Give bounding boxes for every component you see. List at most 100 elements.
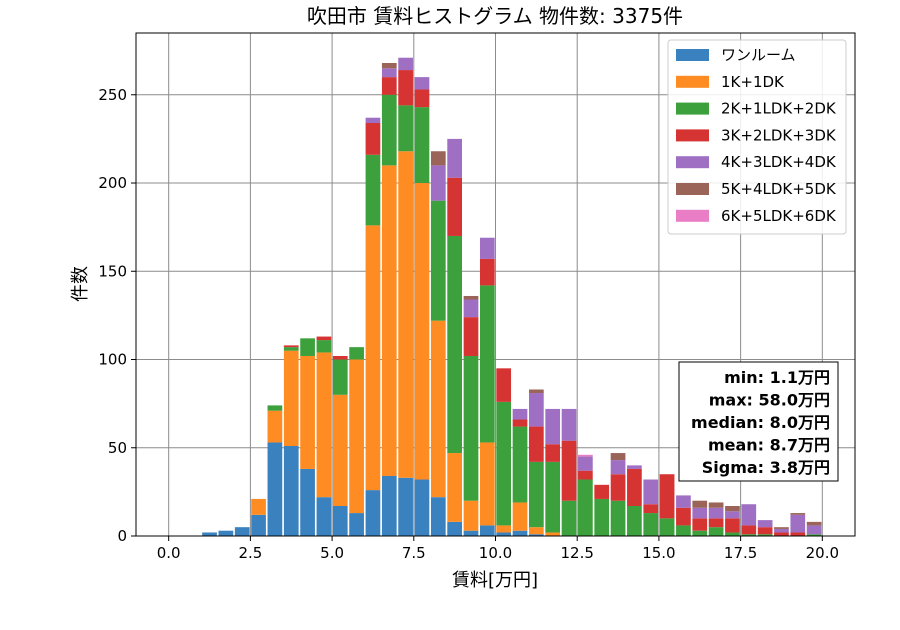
- bar-series-0-bin-15: [447, 521, 462, 536]
- bar-series-0-bin-9: [349, 513, 364, 536]
- bar-series-1-bin-13: [414, 183, 430, 480]
- bar-series-2-bin-6: [300, 338, 315, 356]
- bar-series-4-bin-30: [692, 507, 708, 519]
- bar-series-1-bin-20: [529, 527, 544, 535]
- bar-series-0-bin-19: [512, 530, 528, 536]
- bar-series-5-bin-25: [610, 453, 626, 461]
- bar-series-3-bin-23: [578, 470, 593, 480]
- bar-series-3-bin-13: [414, 89, 430, 108]
- y-tick-label: 50: [108, 439, 127, 457]
- bar-series-0-bin-7: [316, 497, 332, 536]
- bar-series-2-bin-33: [741, 534, 757, 536]
- bar-series-2-bin-12: [398, 105, 413, 152]
- bar-series-3-bin-31: [708, 518, 724, 528]
- legend-label: 6K+5LDK+6DK: [721, 207, 837, 225]
- bar-series-0-bin-0: [202, 532, 217, 536]
- bar-series-0-bin-2: [234, 527, 250, 536]
- bar-series-4-bin-25: [610, 460, 626, 475]
- bar-series-0-bin-11: [381, 475, 397, 536]
- bar-series-4-bin-20: [529, 393, 544, 427]
- bar-series-5-bin-14: [430, 151, 446, 166]
- bar-series-1-bin-16: [463, 500, 479, 531]
- bar-series-5-bin-36: [790, 513, 806, 515]
- y-axis-ticks: 0 50 100 150 200 250: [98, 86, 136, 545]
- bar-series-3-bin-18: [496, 368, 512, 402]
- bar-series-1-bin-10: [365, 225, 381, 491]
- bar-series-4-bin-23: [578, 456, 593, 471]
- x-tick-label: 17.5: [724, 544, 757, 562]
- bar-series-4-bin-29: [676, 495, 691, 508]
- bar-series-4-bin-32: [725, 511, 740, 519]
- bar-series-3-bin-27: [643, 504, 659, 514]
- bar-series-3-bin-22: [561, 440, 577, 501]
- legend-label: 1K+1DK: [721, 73, 785, 91]
- bar-series-3-bin-36: [790, 532, 806, 536]
- bar-series-3-bin-25: [610, 474, 626, 501]
- legend-swatch: [676, 102, 709, 115]
- chart-title: 吹田市 賃料ヒストグラム 物件数: 3375件: [307, 4, 683, 28]
- bar-series-0-bin-12: [398, 477, 413, 536]
- bar-series-0-bin-20: [529, 534, 544, 536]
- bar-series-3-bin-28: [659, 474, 675, 519]
- bar-series-2-bin-5: [283, 347, 299, 351]
- bar-series-1-bin-17: [479, 442, 495, 526]
- bar-series-2-bin-4: [267, 405, 283, 411]
- bar-series-5-bin-31: [708, 502, 724, 508]
- stats-box: min: 1.1万円 max: 58.0万円 median: 8.0万円 mean: …: [678, 361, 839, 482]
- bar-series-0-bin-8: [332, 506, 348, 536]
- bar-series-1-bin-7: [316, 352, 332, 498]
- bar-series-1-bin-12: [398, 151, 413, 478]
- y-tick-label: 150: [98, 262, 127, 280]
- bar-series-4-bin-21: [545, 408, 561, 445]
- bar-series-1-bin-18: [496, 525, 512, 533]
- stats-line: mean: 8.7万円: [708, 436, 830, 455]
- bar-series-5-bin-35: [774, 527, 789, 529]
- bar-series-2-bin-15: [447, 235, 462, 454]
- bar-series-3-bin-30: [692, 518, 708, 531]
- bar-series-2-bin-18: [496, 401, 512, 526]
- bar-series-3-bin-32: [725, 518, 740, 533]
- bar-series-2-bin-10: [365, 154, 381, 226]
- bar-series-0-bin-18: [496, 532, 512, 536]
- x-tick-label: 15.0: [642, 544, 675, 562]
- bar-series-4-bin-33: [741, 504, 757, 526]
- bar-series-3-bin-8: [332, 355, 348, 360]
- bar-series-3-bin-10: [365, 123, 381, 155]
- bar-series-2-bin-32: [725, 532, 740, 536]
- x-tick-label: 20.0: [806, 544, 839, 562]
- bar-series-2-bin-37: [806, 534, 822, 536]
- bar-series-3-bin-35: [774, 532, 789, 536]
- bar-series-4-bin-13: [414, 77, 430, 90]
- bar-series-2-bin-34: [757, 534, 773, 536]
- bar-series-1-bin-3: [251, 498, 266, 515]
- x-axis-label: 賃料[万円]: [452, 570, 538, 591]
- bar-series-1-bin-4: [267, 410, 283, 443]
- bar-series-2-bin-16: [463, 355, 479, 501]
- bar-series-4-bin-36: [790, 514, 806, 533]
- bar-series-5-bin-37: [806, 521, 822, 526]
- legend-frame: [667, 39, 847, 235]
- bar-series-3-bin-26: [627, 468, 642, 506]
- bar-series-2-bin-31: [708, 527, 724, 536]
- legend-label: 2K+1LDK+2DK: [721, 100, 837, 118]
- x-tick-label: 10.0: [479, 544, 512, 562]
- bar-series-2-bin-8: [332, 359, 348, 395]
- stats-box-frame: [678, 361, 839, 482]
- y-tick-label: 100: [98, 351, 127, 369]
- bar-series-1-bin-14: [430, 320, 446, 498]
- bar-series-5-bin-16: [463, 295, 479, 300]
- bar-series-2-bin-25: [610, 500, 626, 536]
- bar-series-4-bin-35: [774, 528, 789, 533]
- bar-series-1-bin-19: [512, 502, 528, 531]
- bars: [202, 57, 822, 536]
- bar-series-2-bin-17: [479, 285, 495, 443]
- bar-series-4-bin-10: [365, 117, 381, 124]
- bar-series-4-bin-17: [479, 237, 495, 259]
- bar-series-1-bin-8: [332, 394, 348, 506]
- legend: ワンルーム 1K+1DK 2K+1LDK+2DK 3K+2LDK+3DK 4K+3LDK…: [667, 39, 847, 235]
- bar-series-3-bin-11: [381, 77, 397, 95]
- bar-series-2-bin-14: [430, 200, 446, 321]
- bar-series-1-bin-11: [381, 165, 397, 476]
- bar-series-0-bin-10: [365, 490, 381, 536]
- bar-series-0-bin-16: [463, 530, 479, 536]
